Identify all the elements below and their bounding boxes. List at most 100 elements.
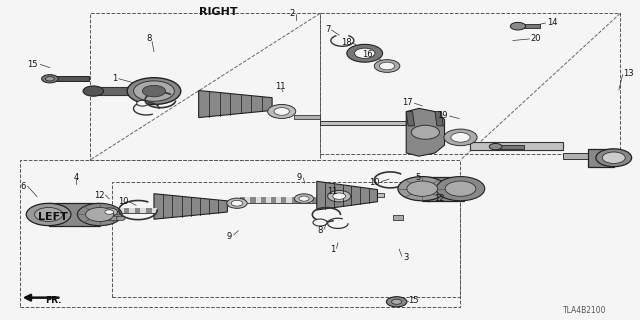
Circle shape [26,203,71,226]
Polygon shape [406,112,415,126]
Circle shape [274,108,289,115]
Text: 20: 20 [531,34,541,43]
Bar [320,121,406,125]
Text: 10: 10 [118,197,129,206]
Bar [302,197,307,203]
Text: 19: 19 [437,111,448,120]
Text: 15: 15 [408,296,419,305]
Text: 4: 4 [74,173,79,182]
Polygon shape [198,91,272,117]
Circle shape [299,196,309,201]
Text: 5: 5 [416,173,421,182]
Circle shape [110,216,119,221]
Bar [282,197,287,203]
Bar [49,203,100,226]
Circle shape [45,76,54,81]
Text: 11: 11 [328,188,338,196]
Circle shape [328,190,351,202]
Bar [124,208,129,213]
Text: 6: 6 [21,182,26,191]
Text: 11: 11 [275,82,285,91]
Circle shape [313,219,327,226]
Bar [287,197,292,203]
Circle shape [398,177,447,201]
Circle shape [86,207,114,221]
Text: 13: 13 [623,69,634,78]
Text: 16: 16 [362,50,372,59]
Bar [135,208,140,213]
Bar [333,193,384,197]
Bar [276,197,282,203]
Text: 9: 9 [297,173,302,182]
Circle shape [387,297,407,307]
Bar [307,197,312,203]
Text: LEFT: LEFT [38,212,68,222]
Bar [588,149,614,167]
Circle shape [418,185,437,195]
Text: 18: 18 [340,38,351,47]
Bar [422,177,464,201]
Circle shape [231,200,243,206]
Bar [518,24,540,28]
Circle shape [412,125,440,139]
Circle shape [374,60,400,72]
Bar [113,208,157,213]
Bar [266,197,271,203]
Text: 9: 9 [227,232,232,241]
Bar [129,208,135,213]
Circle shape [101,208,118,216]
Bar [152,208,157,213]
Text: 15: 15 [28,60,38,69]
Circle shape [407,181,438,196]
Circle shape [445,181,476,196]
Text: 8: 8 [317,226,323,235]
Bar [495,145,524,148]
Bar [118,208,124,213]
Bar [297,197,302,203]
Circle shape [105,210,114,214]
Circle shape [422,188,433,193]
Polygon shape [154,194,227,219]
Bar [317,197,323,203]
Bar [146,208,152,213]
Bar [260,197,266,203]
Bar [240,197,245,203]
Text: 12: 12 [434,194,444,203]
Text: RIGHT: RIGHT [198,7,237,17]
Text: 1: 1 [330,245,335,254]
Bar [240,197,333,203]
Bar [563,153,614,159]
Circle shape [596,149,632,167]
Bar [323,197,328,203]
Bar [292,197,297,203]
Circle shape [380,62,395,70]
Text: 2: 2 [289,9,294,18]
Text: FR.: FR. [45,296,61,305]
Circle shape [347,44,383,62]
Circle shape [451,132,470,142]
Circle shape [510,22,525,30]
Bar [250,197,255,203]
Polygon shape [435,112,444,126]
Circle shape [127,78,180,104]
Circle shape [35,207,63,221]
Bar [328,197,333,203]
Circle shape [137,100,148,106]
Circle shape [431,193,440,197]
Circle shape [415,193,424,197]
Circle shape [602,152,625,164]
Circle shape [116,216,125,221]
Bar [294,115,320,119]
Bar [312,197,317,203]
Circle shape [143,85,166,97]
Circle shape [104,216,113,221]
Text: 17: 17 [402,98,413,107]
Circle shape [134,81,174,101]
Text: 10: 10 [369,178,380,187]
Circle shape [392,299,402,304]
Bar [113,208,118,213]
Text: 1: 1 [112,74,118,83]
Polygon shape [317,181,378,210]
Circle shape [42,75,58,83]
Text: 8: 8 [146,35,152,44]
